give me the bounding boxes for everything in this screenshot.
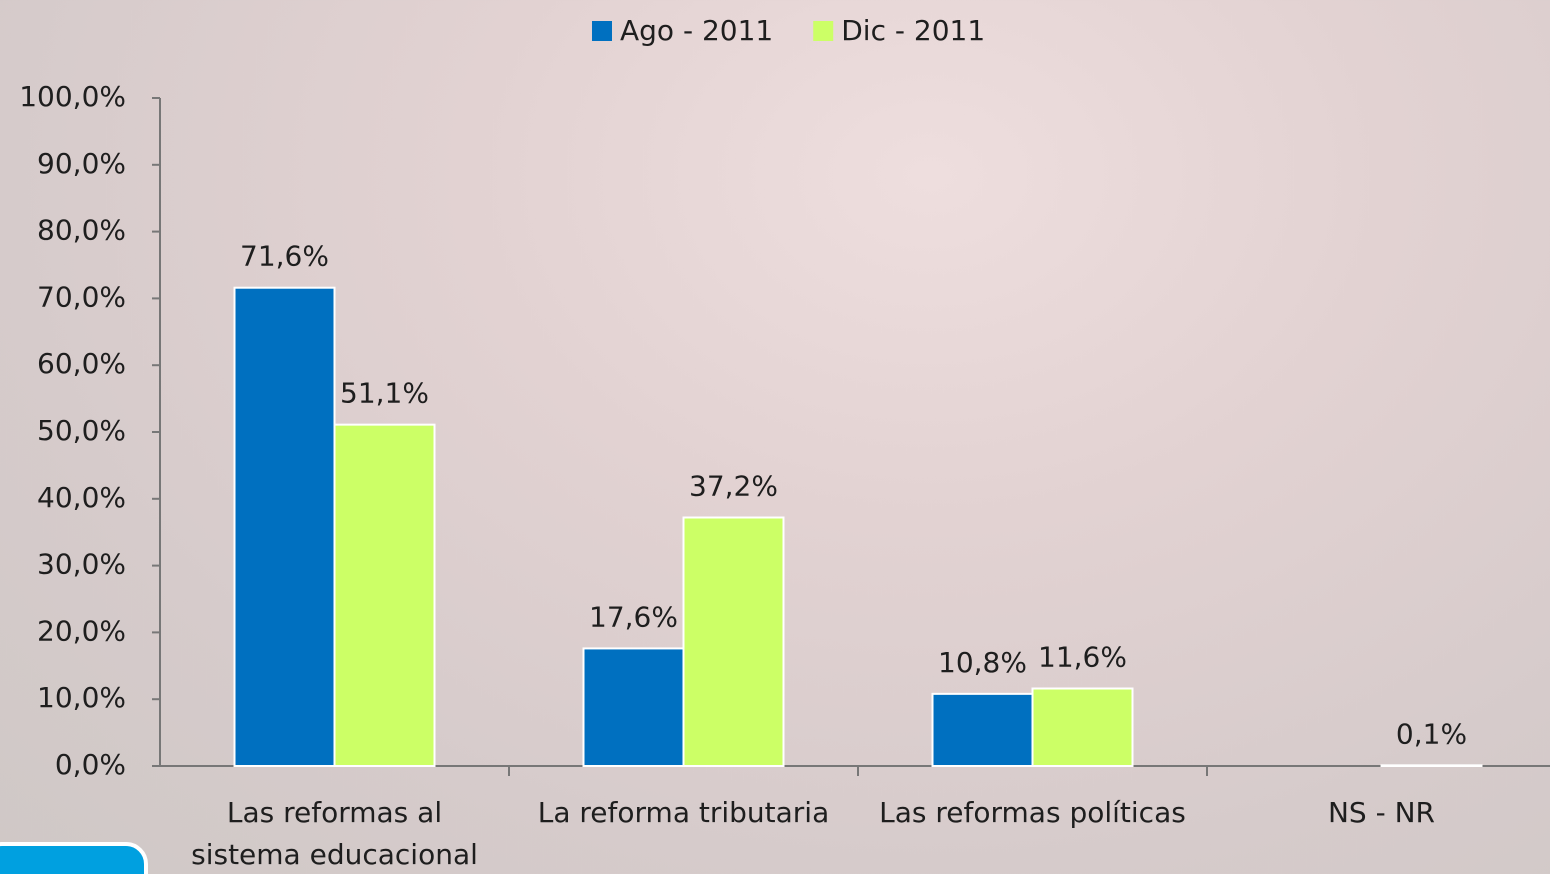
y-tick-label: 80,0% [37, 214, 126, 247]
bar [584, 648, 684, 766]
x-tick-label: Las reformas al sistema educacional [170, 792, 500, 874]
y-tick-label: 10,0% [37, 681, 126, 714]
chart: 0,0% 10,0% 20,0% 30,0% 40,0% 50,0% 60,0% 70,0% 8… [0, 0, 1550, 874]
value-label: 11,6% [1038, 641, 1127, 674]
legend-label: Dic - 2011 [841, 14, 985, 47]
y-tick-label: 60,0% [37, 347, 126, 380]
legend-swatch [592, 21, 612, 41]
y-tick-label: 30,0% [37, 548, 126, 581]
y-tick-label: 40,0% [37, 481, 126, 514]
bar [235, 288, 335, 766]
bar [335, 425, 435, 766]
x-tick-label: Las reformas políticas [868, 792, 1198, 834]
value-label: 71,6% [240, 240, 329, 273]
bar [684, 518, 784, 766]
bar [1033, 689, 1133, 766]
x-tick-label: La reforma tributaria [519, 792, 849, 834]
bar [933, 694, 1033, 766]
value-label: 17,6% [589, 600, 678, 633]
y-tick-label: 20,0% [37, 614, 126, 647]
value-label: 0,1% [1396, 717, 1467, 750]
y-tick-label: 90,0% [37, 147, 126, 180]
y-tick-label: 0,0% [55, 748, 126, 781]
bar [1382, 765, 1482, 766]
y-tick-label: 50,0% [37, 414, 126, 447]
y-tick-label: 70,0% [37, 280, 126, 313]
value-label: 51,1% [340, 377, 429, 410]
value-label: 37,2% [689, 470, 778, 503]
legend-label: Ago - 2011 [620, 14, 773, 47]
x-tick-label: NS - NR [1217, 792, 1547, 834]
legend-swatch [813, 21, 833, 41]
value-label: 10,8% [938, 646, 1027, 679]
page: 0,0% 10,0% 20,0% 30,0% 40,0% 50,0% 60,0% 70,0% 8… [0, 0, 1550, 874]
y-tick-label: 100,0% [19, 80, 126, 113]
